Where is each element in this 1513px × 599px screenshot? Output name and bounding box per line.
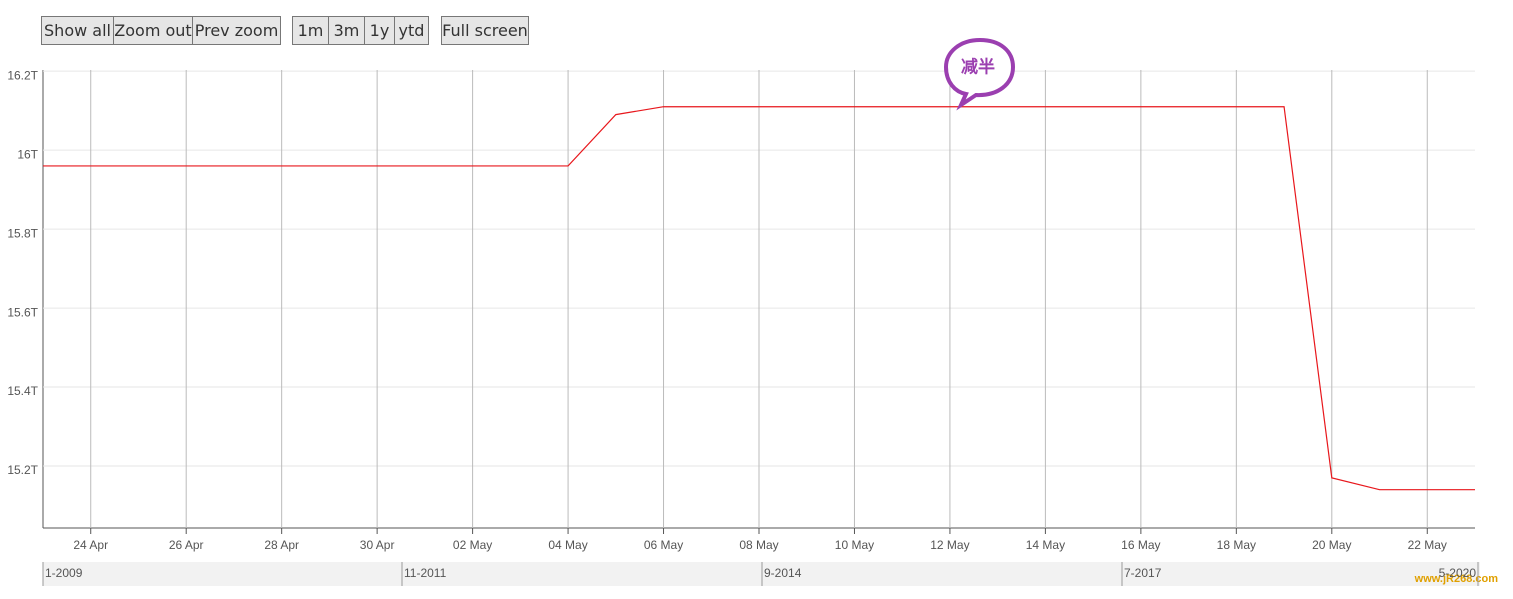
x-tick-label: 28 Apr: [264, 538, 299, 552]
watermark: www.jR268.com: [1414, 573, 1499, 585]
x-tick-label: 20 May: [1312, 538, 1351, 552]
line: [43, 106, 1475, 491]
button[interactable]: Zoom out: [113, 16, 193, 45]
annotation: 减半: [961, 56, 995, 76]
x-tick-label: 12 May: [930, 538, 969, 552]
navigator-label: 7-2017: [1124, 566, 1162, 580]
y-tick-label: 15.4T: [7, 384, 38, 398]
y-tick-label: 15.8T: [7, 226, 38, 240]
x-tick-label: 16 May: [1121, 538, 1160, 552]
button[interactable]: 3m: [328, 16, 365, 45]
button[interactable]: Full screen: [441, 16, 529, 45]
y-tick-label: 16.2T: [7, 68, 38, 82]
y-tick-label: 15.2T: [7, 463, 38, 477]
x-tick-label: 18 May: [1217, 538, 1256, 552]
navigator-label: 11-2011: [404, 566, 447, 580]
y-tick-label: 16T: [17, 147, 38, 161]
x-tick-label: 24 Apr: [73, 538, 108, 552]
x-tick-label: 10 May: [835, 538, 874, 552]
x-tick-label: 04 May: [548, 538, 587, 552]
x-tick-label: 14 May: [1026, 538, 1065, 552]
button[interactable]: Prev zoom: [192, 16, 281, 45]
x-tick-label: 06 May: [644, 538, 683, 552]
annotation-bubble: [943, 37, 1016, 111]
navigator-label: 1-2009: [45, 566, 83, 580]
navigator-label: 5-2020: [1439, 566, 1477, 580]
x-tick-label: 08 May: [739, 538, 778, 552]
navigator-label: 9-2014: [764, 566, 802, 580]
y-tick-label: 15.6T: [7, 305, 38, 319]
button[interactable]: Show all: [41, 16, 114, 45]
x-tick-label: 02 May: [453, 538, 492, 552]
x-tick-label: 26 Apr: [169, 538, 204, 552]
button[interactable]: ytd: [394, 16, 429, 45]
x-tick-label: 30 Apr: [360, 538, 395, 552]
x-tick-label: 22 May: [1408, 538, 1447, 552]
